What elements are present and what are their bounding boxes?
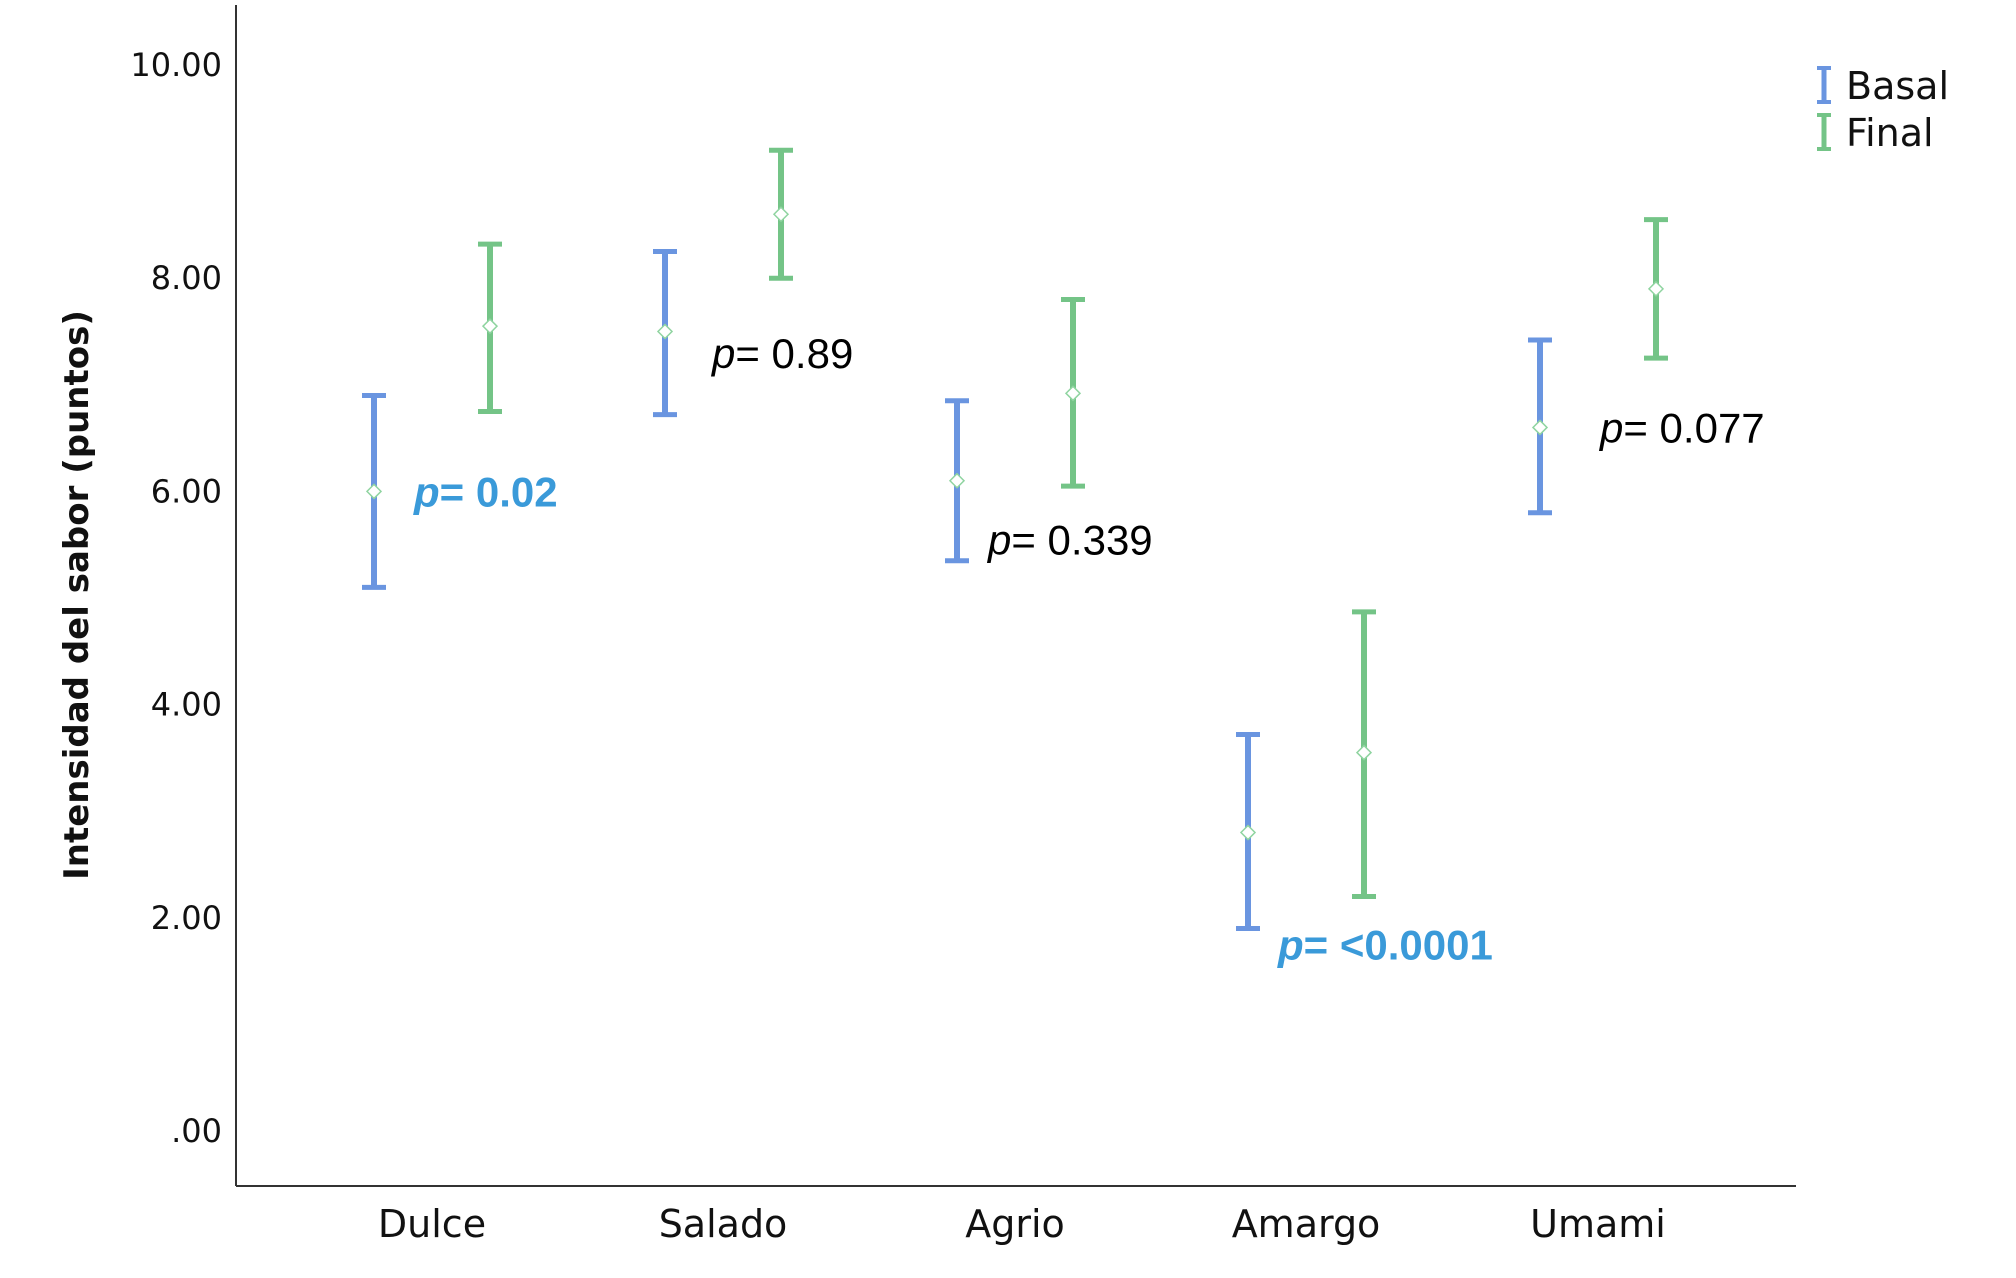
error-bar-final-umami <box>1644 217 1668 361</box>
error-bar-basal-umami <box>1528 337 1552 516</box>
p-value-salado: p= 0.89 <box>710 330 853 377</box>
x-tick-label: Umami <box>1530 1202 1666 1246</box>
error-bar-final-agrio <box>1061 297 1085 489</box>
mean-marker <box>1647 280 1665 297</box>
y-tick-label: 4.00 <box>151 686 222 724</box>
y-axis-title: Intensidad del sabor (puntos) <box>57 310 97 880</box>
x-tick-label: Salado <box>659 1202 788 1246</box>
legend-item-final: Final <box>1817 111 1934 155</box>
mean-marker <box>481 318 499 335</box>
plot-area-axes <box>235 5 1796 1187</box>
legend-item-basal: Basal <box>1817 64 1949 108</box>
y-tick-label: 6.00 <box>151 472 222 510</box>
error-bar-final-dulce <box>478 241 502 414</box>
error-bar-final-salado <box>769 147 793 281</box>
y-tick-labels: .00 2.00 4.00 6.00 8.00 10.00 <box>130 46 222 1150</box>
error-bar-final-amargo <box>1352 609 1376 899</box>
p-value-agrio: p= 0.339 <box>986 516 1153 563</box>
y-tick-label: 2.00 <box>151 899 222 937</box>
error-bars <box>362 147 1668 931</box>
p-value-annotations: p= 0.02 p= 0.89 p= 0.339 p= <0.0001 p= 0.077 <box>413 330 1765 969</box>
x-tick-label: Amargo <box>1232 1202 1381 1246</box>
mean-marker <box>1064 385 1082 402</box>
mean-marker <box>772 206 790 223</box>
error-bar-basal-dulce <box>362 392 386 590</box>
y-tick-label: 10.00 <box>130 46 222 84</box>
p-value-umami: p= 0.077 <box>1598 404 1765 451</box>
mean-marker <box>656 323 674 340</box>
mean-marker <box>1531 419 1549 436</box>
p-value-dulce: p= 0.02 <box>413 468 558 515</box>
error-bar-basal-agrio <box>945 398 969 564</box>
x-tick-label: Agrio <box>965 1202 1065 1246</box>
error-bar-basal-salado <box>653 249 677 418</box>
error-bar-basal-amargo <box>1236 731 1260 931</box>
mean-marker <box>948 472 966 489</box>
mean-marker <box>365 483 383 500</box>
legend-label: Final <box>1846 111 1934 155</box>
x-tick-label: Dulce <box>378 1202 486 1246</box>
mean-marker <box>1355 744 1373 761</box>
p-value-amargo: p= <0.0001 <box>1277 921 1493 968</box>
x-tick-labels: Dulce Salado Agrio Amargo Umami <box>378 1202 1666 1246</box>
y-tick-label: 8.00 <box>151 259 222 297</box>
legend-label: Basal <box>1846 64 1949 108</box>
y-tick-label: .00 <box>171 1112 222 1150</box>
mean-marker <box>1239 824 1257 841</box>
